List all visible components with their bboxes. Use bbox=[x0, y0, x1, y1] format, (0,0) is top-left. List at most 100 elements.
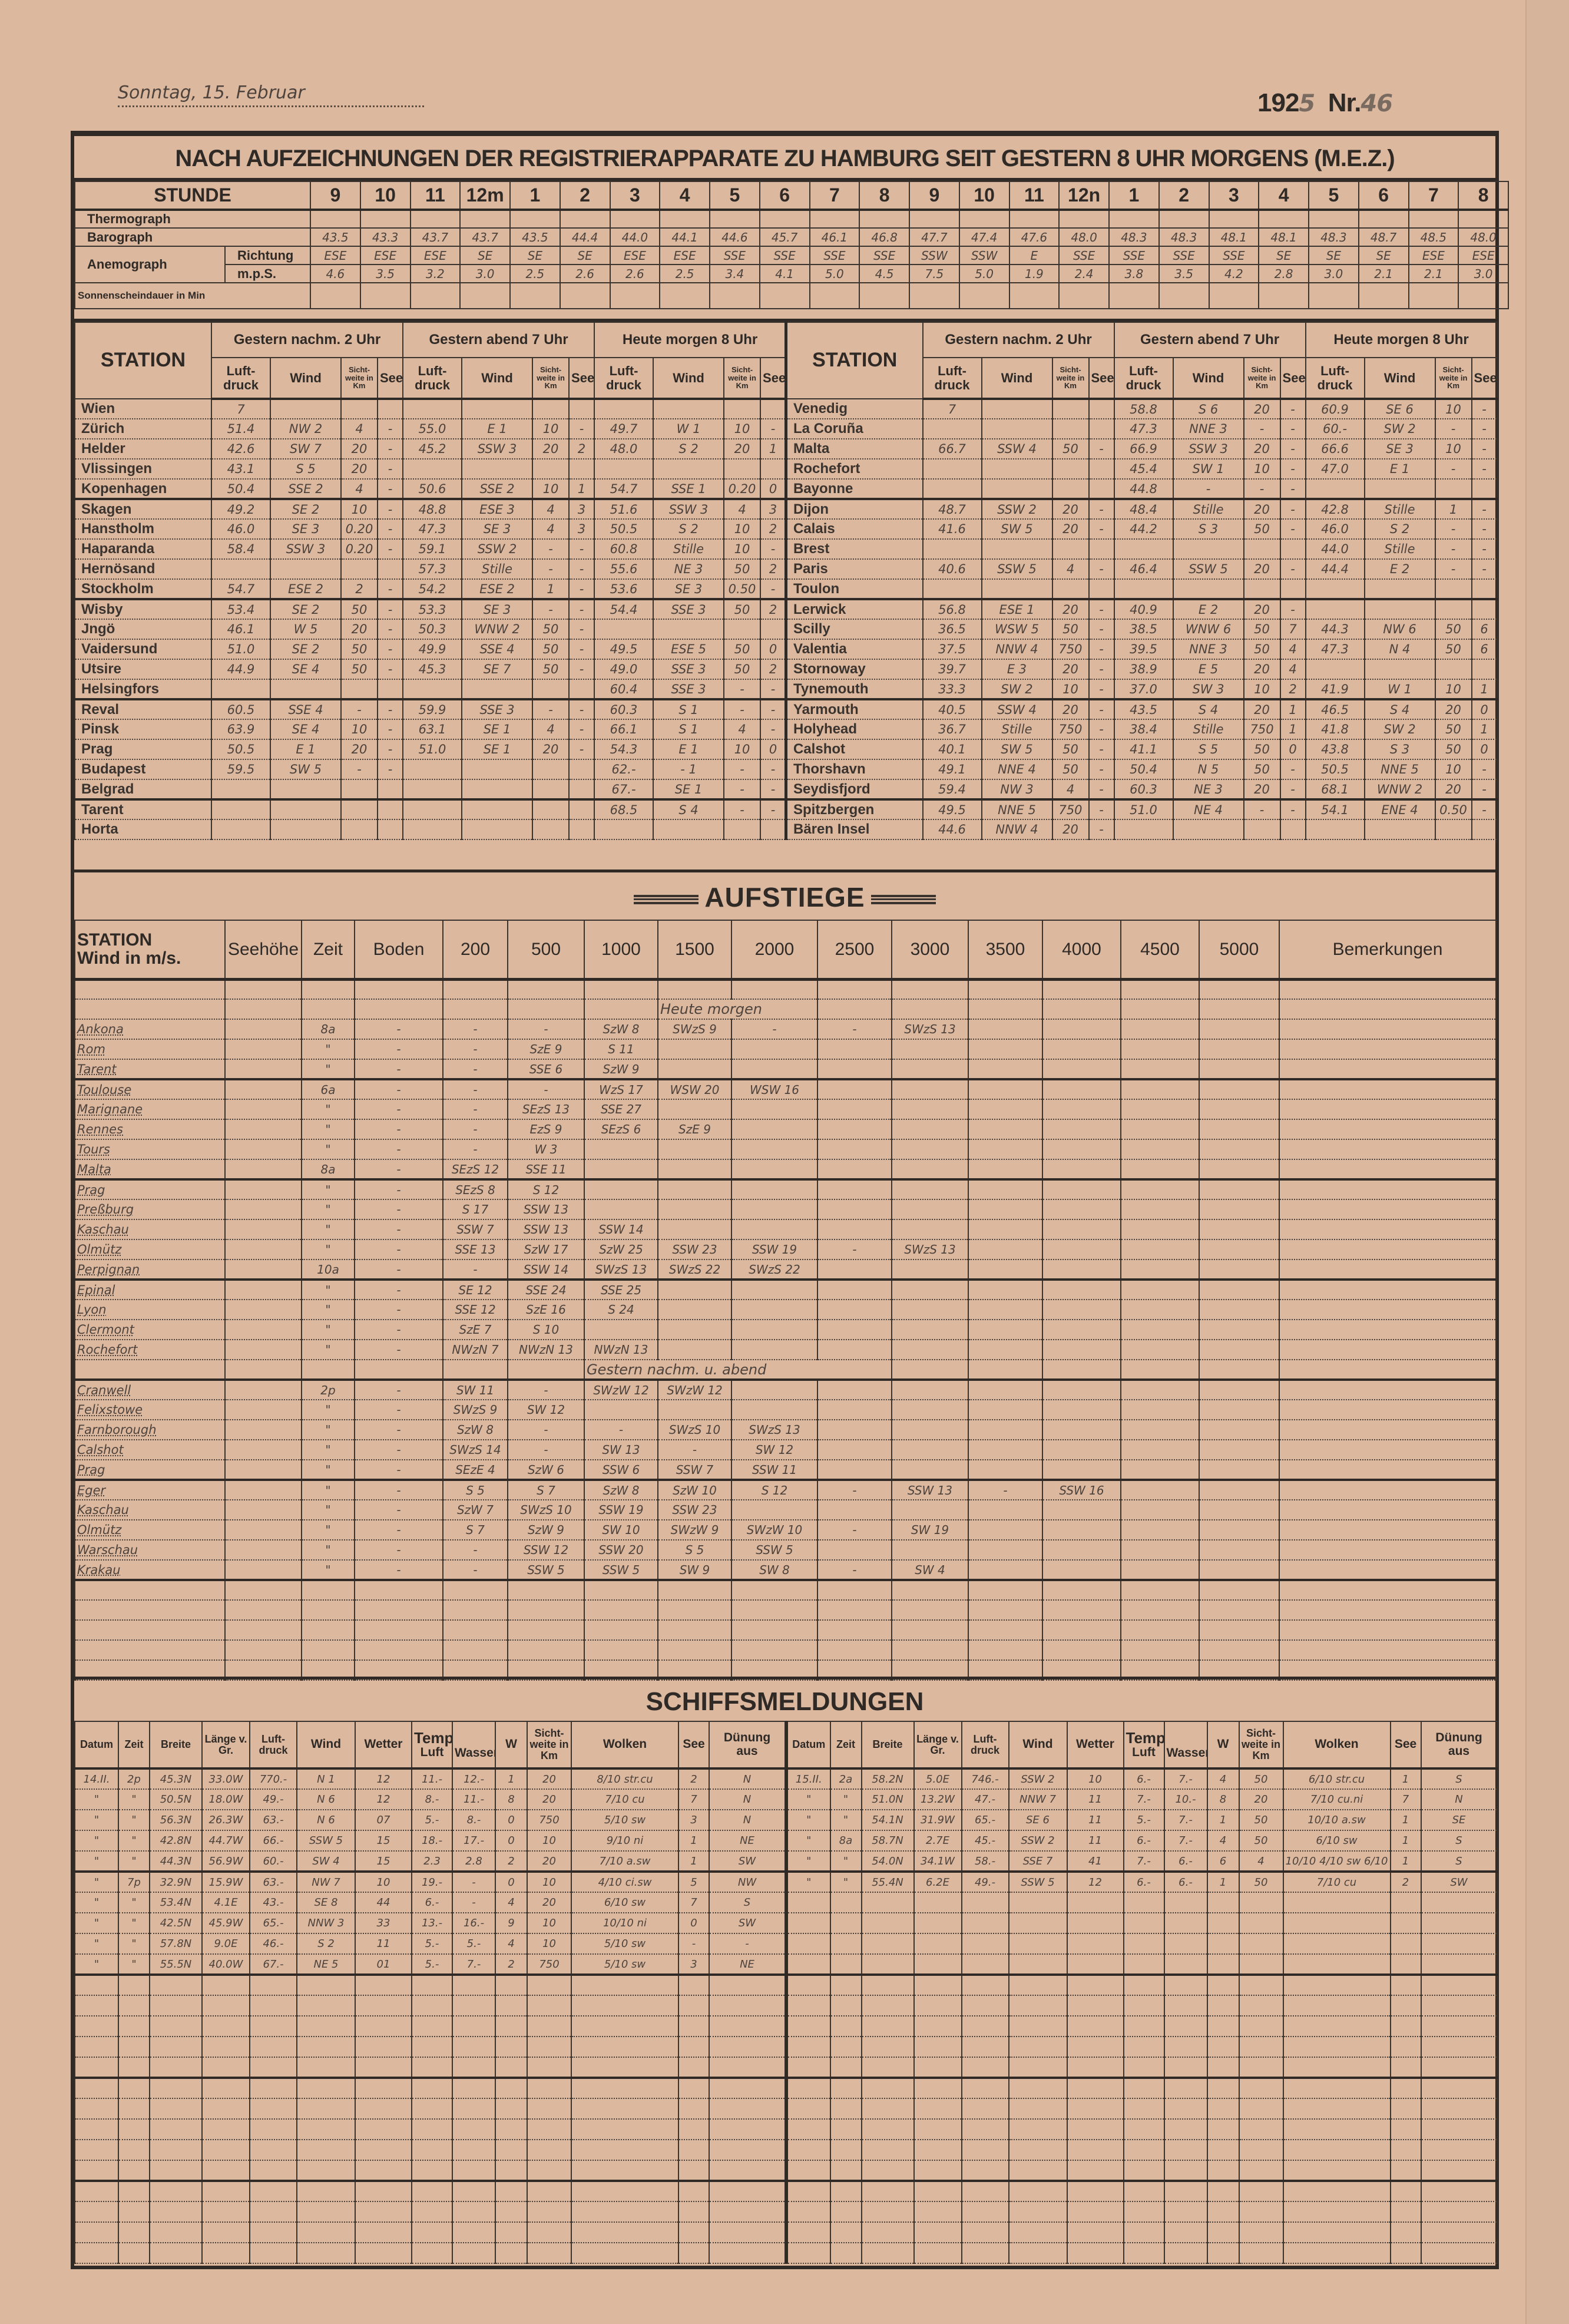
visibility-value bbox=[1051, 419, 1090, 439]
time-value: " bbox=[301, 1219, 355, 1240]
wind-value: S 5 bbox=[1172, 739, 1244, 760]
empty-cell bbox=[452, 2222, 496, 2243]
altitude-wind bbox=[968, 1460, 1043, 1480]
altitude-wind: SSW 7 bbox=[442, 1219, 508, 1240]
pressure-value: 53.4 bbox=[211, 599, 271, 620]
station-name: Pinsk bbox=[74, 719, 212, 740]
wind-speed: 7.5 bbox=[909, 264, 960, 283]
wind-value: SSE 4 bbox=[461, 639, 534, 660]
ship-value: " bbox=[74, 1933, 119, 1955]
sea-state-value: 6 bbox=[1471, 619, 1498, 640]
pressure-value: 45.2 bbox=[402, 439, 463, 459]
pressure-value bbox=[594, 399, 654, 419]
empty-cell bbox=[913, 1913, 962, 1934]
sea-state-value bbox=[1088, 479, 1115, 500]
station-row: Hernösand 57.3 Stille - -55.6 NE 3 50 2 bbox=[74, 559, 787, 580]
header-text: Wolken bbox=[603, 1737, 647, 1751]
empty-cell bbox=[1008, 1954, 1068, 1976]
empty-cell bbox=[968, 999, 1043, 1020]
column-header: Sicht-weite in Km bbox=[1434, 357, 1472, 400]
empty-cell bbox=[968, 1640, 1043, 1661]
empty-cell bbox=[354, 1640, 443, 1661]
blank-row bbox=[74, 2037, 786, 2058]
ship-value: N bbox=[709, 1768, 786, 1790]
empty-cell bbox=[495, 2016, 528, 2037]
wind-value: S 4 bbox=[1172, 699, 1244, 720]
ship-value: 56.3N bbox=[149, 1810, 203, 1831]
ship-value: 8 bbox=[1206, 1789, 1240, 1810]
empty-cell bbox=[301, 979, 355, 1000]
column-header: Temp.Luft bbox=[1123, 1721, 1165, 1770]
sea-state-value: 7 bbox=[1279, 619, 1306, 640]
station-row: Utsire 44.9 SE 4 50-45.3 SE 7 50-49.0 SSE 3 50 2 bbox=[74, 659, 787, 680]
hour-cell: 2 bbox=[559, 181, 611, 211]
wind-value: WNW 2 bbox=[1363, 779, 1436, 801]
ship-value: 54.1N bbox=[860, 1810, 915, 1831]
visibility-value: 10 bbox=[1243, 679, 1281, 700]
visibility-value bbox=[340, 679, 378, 700]
header-text: Wolken bbox=[1315, 1737, 1359, 1751]
altitude-wind bbox=[891, 1460, 969, 1480]
altitude-wind: SWzW 9 bbox=[657, 1520, 732, 1540]
ship-value: 0 bbox=[678, 1913, 710, 1934]
pressure-value: 54.7 bbox=[594, 479, 654, 500]
ship-value: 15.9W bbox=[201, 1872, 250, 1893]
column-header: Seehöhe bbox=[224, 920, 302, 981]
altitude-wind bbox=[1120, 1320, 1200, 1340]
visibility-value: 50 bbox=[1051, 619, 1090, 640]
empty-cell bbox=[1238, 2222, 1284, 2243]
blank-row bbox=[74, 1600, 1497, 1621]
altitude-wind: - bbox=[442, 1259, 508, 1280]
pressure-value: 40.6 bbox=[922, 559, 982, 580]
station-row: Calshot 40.1 SW 5 50-41.1 S 5 50 0 43.8 S 3 50 0 bbox=[785, 739, 1498, 760]
wind-value bbox=[270, 559, 342, 580]
visibility-value bbox=[1051, 579, 1090, 600]
ship-value: 1 bbox=[1389, 1830, 1422, 1852]
empty-cell bbox=[1008, 2243, 1068, 2264]
remarks-cell bbox=[1279, 1259, 1497, 1280]
empty-cell bbox=[829, 2057, 862, 2079]
station-row: Reval 60.5 SSE 4- -59.9 SSE 3- -60.3 S 1-- bbox=[74, 699, 787, 720]
sunshine-cell bbox=[1108, 282, 1160, 309]
station-name: Kopenhagen bbox=[74, 479, 212, 500]
empty-cell bbox=[829, 2243, 862, 2264]
sea-state-value: - bbox=[1471, 539, 1498, 560]
sea-state-value: - bbox=[376, 739, 404, 760]
visibility-value: - bbox=[340, 699, 378, 720]
empty-cell bbox=[411, 1995, 453, 2016]
empty-cell bbox=[442, 979, 508, 1000]
altitude-wind bbox=[968, 1259, 1043, 1280]
column-header: Wind bbox=[1008, 1721, 1068, 1770]
wind-direction: E bbox=[1008, 246, 1060, 265]
ship-value: 10 bbox=[1066, 1768, 1124, 1790]
altitude-wind: SzW 6 bbox=[507, 1460, 585, 1480]
empty-cell bbox=[1420, 2037, 1498, 2058]
hour-cell: 2 bbox=[1158, 181, 1210, 211]
header-text: Sicht-weite in Km bbox=[529, 1727, 569, 1761]
ship-table-left: Datum Zeit Breite Länge v. Gr. Luft-druck Win… bbox=[74, 1721, 786, 2264]
sea-state-value: 2 bbox=[1279, 679, 1306, 700]
time-value: 10a bbox=[301, 1259, 355, 1280]
empty-cell bbox=[296, 2243, 356, 2264]
empty-cell bbox=[1163, 2057, 1208, 2079]
sea-state-value: - bbox=[760, 799, 787, 820]
pressure-value: 49.5 bbox=[922, 799, 982, 820]
pressure-value: 51.0 bbox=[402, 739, 463, 760]
note-row: Gestern nachm. u. abend bbox=[74, 1360, 1497, 1380]
altitude-wind bbox=[731, 1400, 818, 1420]
ship-value: 7.- bbox=[1123, 1789, 1165, 1810]
empty-cell bbox=[709, 2160, 786, 2182]
empty-cell bbox=[201, 2098, 250, 2120]
empty-cell bbox=[913, 2119, 962, 2140]
temp-label: Temp. bbox=[1126, 1728, 1163, 1747]
ship-value: " bbox=[118, 1913, 150, 1934]
empty-cell bbox=[1120, 1360, 1200, 1380]
visibility-value bbox=[1051, 479, 1090, 500]
visibility-value: - bbox=[1434, 459, 1472, 480]
wind-value: SE 7 bbox=[461, 659, 534, 680]
ship-value: 4/10 ci.sw bbox=[571, 1872, 679, 1893]
blank-row bbox=[74, 2016, 786, 2037]
pressure-value: 39.7 bbox=[922, 659, 982, 680]
altitude-wind: SzW 9 bbox=[584, 1059, 658, 1080]
visibility-value: 10 bbox=[1434, 679, 1472, 700]
